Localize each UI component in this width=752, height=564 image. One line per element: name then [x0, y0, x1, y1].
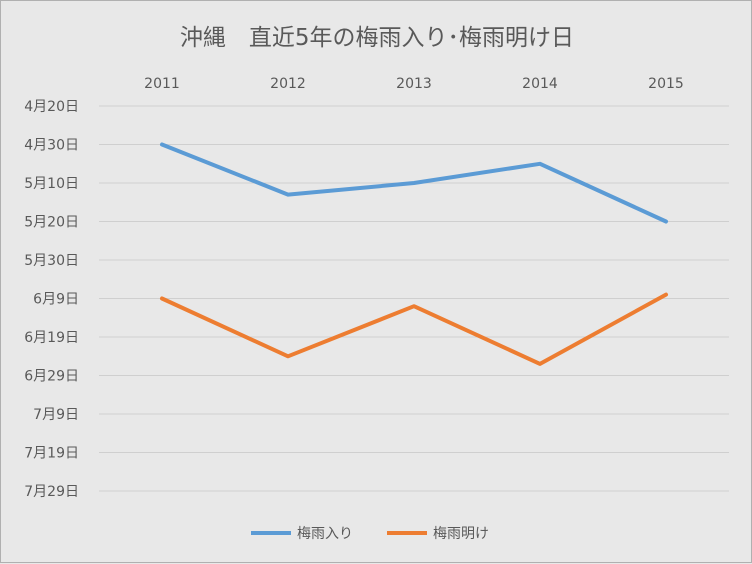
- y-tick-label: 4月30日: [24, 138, 79, 154]
- chart-title: 沖縄 直近5年の梅雨入り･梅雨明け日: [180, 25, 574, 51]
- gridlines: [99, 106, 729, 491]
- y-tick-label: 5月20日: [24, 215, 79, 231]
- series-line-2: [162, 295, 666, 364]
- y-tick-label: 5月10日: [24, 176, 79, 192]
- x-tick-label: 2014: [522, 76, 558, 92]
- y-tick-label: 5月30日: [24, 253, 79, 269]
- x-axis-tick-labels: 2011 2012 2013 2014 2015: [144, 76, 684, 92]
- y-tick-label: 6月19日: [24, 330, 79, 346]
- x-tick-label: 2015: [648, 76, 684, 92]
- y-tick-label: 6月9日: [33, 292, 79, 308]
- x-tick-label: 2011: [144, 76, 180, 92]
- x-tick-label: 2013: [396, 76, 432, 92]
- legend-label: 梅雨明け: [433, 526, 489, 542]
- x-tick-label: 2012: [270, 76, 306, 92]
- y-tick-label: 6月29日: [24, 369, 79, 385]
- y-axis-tick-labels: 4月20日 4月30日 5月10日 5月20日 5月30日 6月9日 6月19日 6月29日 7…: [24, 99, 79, 500]
- legend: 梅雨入り 梅雨明け: [251, 526, 489, 542]
- legend-label: 梅雨入り: [297, 526, 353, 542]
- y-tick-label: 7月19日: [24, 446, 79, 462]
- y-tick-label: 7月9日: [33, 407, 79, 423]
- series-lines: [162, 144, 666, 364]
- y-tick-label: 7月29日: [24, 484, 79, 500]
- y-tick-label: 4月20日: [24, 99, 79, 115]
